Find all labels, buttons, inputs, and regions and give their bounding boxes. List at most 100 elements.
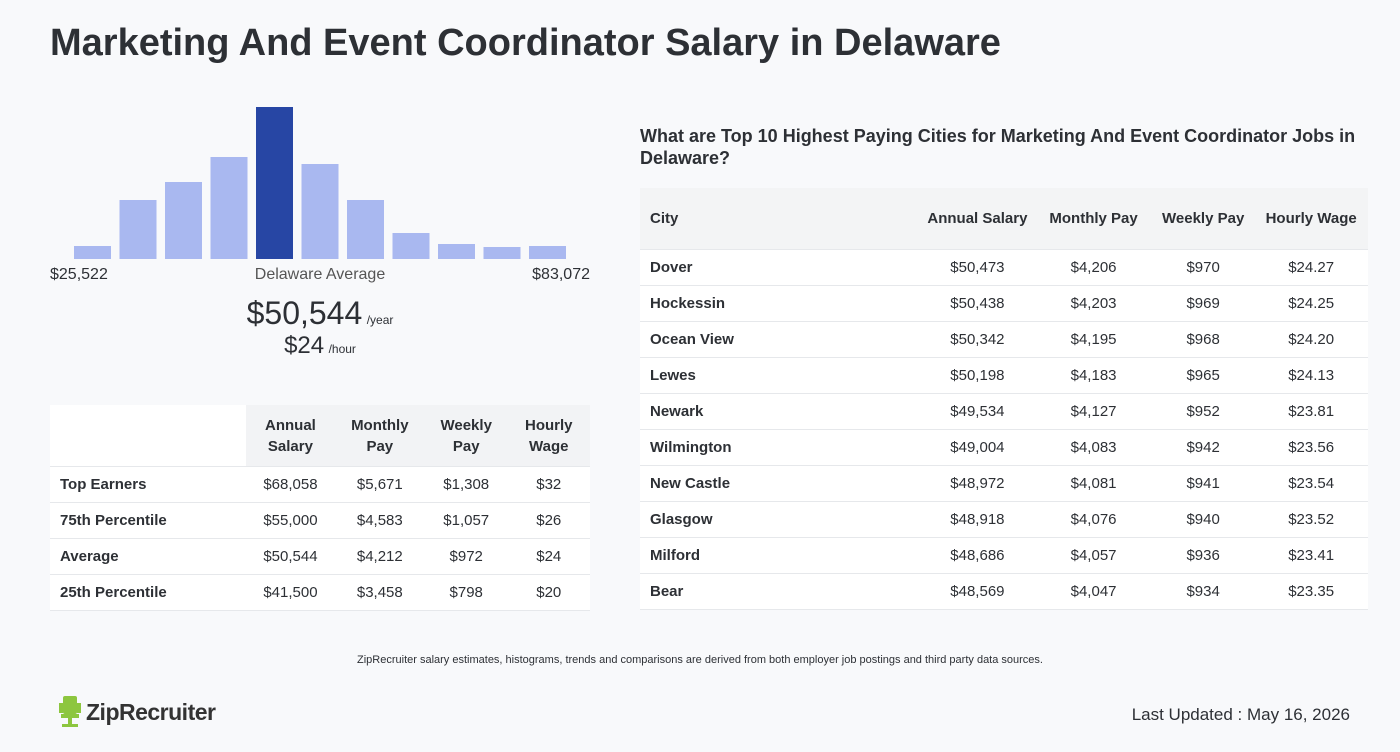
logo-icon	[59, 696, 81, 727]
cell: $969	[1152, 285, 1255, 322]
header-cell	[50, 405, 247, 467]
header-cell: Weekly Pay	[424, 405, 508, 467]
cell: $24.27	[1254, 249, 1368, 286]
histogram	[74, 107, 566, 259]
cell: $55,000	[246, 502, 335, 539]
cell: $968	[1152, 321, 1255, 358]
cities-title: What are Top 10 Highest Paying Cities fo…	[640, 126, 1356, 168]
table-row: New Castle $48,972 $4,081 $941 $23.54	[640, 465, 1368, 502]
table-row: Dover $50,473 $4,206 $970 $24.27	[640, 249, 1368, 286]
row-label: Glasgow	[640, 501, 920, 538]
cell: $940	[1152, 501, 1255, 538]
header-row: City Annual Salary Monthly Pay Weekly Pay Ho…	[640, 188, 1368, 250]
cell: $936	[1152, 537, 1255, 574]
cell: $798	[424, 574, 508, 611]
table-row: Hockessin $50,438 $4,203 $969 $24.25	[640, 285, 1368, 322]
cell: $49,534	[919, 393, 1036, 430]
footnote: ZipRecruiter salary estimates, histogram…	[357, 654, 1043, 666]
row-label: Dover	[640, 249, 920, 286]
cell: $4,047	[1035, 573, 1152, 610]
header-cell: Annual Salary	[919, 188, 1036, 250]
histogram-bar	[301, 164, 339, 259]
histogram-bar	[529, 246, 566, 259]
table-row: Glasgow $48,918 $4,076 $940 $23.52	[640, 501, 1368, 538]
cell: $941	[1152, 465, 1255, 502]
cell: $934	[1152, 573, 1255, 610]
cell: $26	[507, 502, 590, 539]
histogram-bar	[165, 182, 202, 259]
header-cell: Monthly Pay	[334, 405, 425, 467]
cell: $972	[424, 538, 508, 575]
cell: $50,342	[919, 321, 1036, 358]
row-label: Newark	[640, 393, 920, 430]
cell: $24.20	[1254, 321, 1368, 358]
cell: $24.13	[1254, 357, 1368, 394]
row-label: Lewes	[640, 357, 920, 394]
table-row: 75th Percentile $55,000 $4,583 $1,057 $26	[50, 502, 590, 539]
cell: $23.54	[1254, 465, 1368, 502]
row-label: Milford	[640, 537, 920, 574]
hourly-value: $24	[284, 332, 325, 359]
table-row: Bear $48,569 $4,047 $934 $23.35	[640, 573, 1368, 610]
min-label: $25,522	[50, 266, 108, 283]
cell: $4,183	[1035, 357, 1152, 394]
header-cell: Hourly Wage	[1254, 188, 1368, 250]
cell: $23.56	[1254, 429, 1368, 466]
header-row: Annual Salary Monthly Pay Weekly Pay Hourly…	[50, 405, 590, 467]
cell: $48,918	[919, 501, 1036, 538]
table-row: Wilmington $49,004 $4,083 $942 $23.56	[640, 429, 1368, 466]
row-label: Ocean View	[640, 321, 920, 358]
cell: $4,206	[1035, 249, 1152, 286]
table-row: 25th Percentile $41,500 $3,458 $798 $20	[50, 574, 590, 611]
cell: $4,076	[1035, 501, 1152, 538]
header-cell: City	[640, 188, 920, 250]
header-cell: Hourly Wage	[507, 405, 590, 467]
table-row: Lewes $50,198 $4,183 $965 $24.13	[640, 357, 1368, 394]
table-row: Top Earners $68,058 $5,671 $1,308 $32	[50, 466, 590, 503]
annual-unit: /year	[366, 313, 394, 327]
row-label: 25th Percentile	[50, 574, 247, 611]
table-row: Ocean View $50,342 $4,195 $968 $24.20	[640, 321, 1368, 358]
cell: $32	[507, 466, 590, 503]
annual-value: $50,544	[246, 295, 363, 331]
cell: $23.35	[1254, 573, 1368, 610]
table-row: Newark $49,534 $4,127 $952 $23.81	[640, 393, 1368, 430]
cell: $965	[1152, 357, 1255, 394]
header-cell: Weekly Pay	[1152, 188, 1255, 250]
cell: $942	[1152, 429, 1255, 466]
cell: $24.25	[1254, 285, 1368, 322]
page-title: Marketing And Event Coordinator Salary i…	[50, 22, 1001, 64]
cell: $5,671	[334, 466, 425, 503]
logo-text: ZipRecruiter	[86, 699, 216, 725]
cell: $970	[1152, 249, 1255, 286]
hourly-average: $24 /hour	[0, 332, 640, 360]
table-row: Milford $48,686 $4,057 $936 $23.41	[640, 537, 1368, 574]
histogram-bar	[119, 200, 157, 259]
header-cell: Monthly Pay	[1035, 188, 1152, 250]
last-updated: Last Updated : May 16, 2026	[1131, 705, 1350, 724]
cell: $48,686	[919, 537, 1036, 574]
cell: $50,198	[919, 357, 1036, 394]
row-label: Hockessin	[640, 285, 920, 322]
row-label: Wilmington	[640, 429, 920, 466]
summary-table: Annual Salary Monthly Pay Weekly Pay Hourly…	[50, 405, 590, 611]
cell: $48,972	[919, 465, 1036, 502]
cell: $3,458	[334, 574, 425, 611]
cities-table: City Annual Salary Monthly Pay Weekly Pay Ho…	[640, 188, 1368, 610]
cell: $20	[507, 574, 590, 611]
row-label: Average	[50, 538, 247, 575]
cell: $41,500	[246, 574, 335, 611]
center-label: Delaware Average	[254, 266, 386, 283]
cell: $68,058	[246, 466, 335, 503]
histogram-bar	[483, 247, 521, 259]
cell: $50,544	[246, 538, 335, 575]
histogram-bar	[74, 246, 111, 259]
cell: $1,057	[424, 502, 508, 539]
row-label: New Castle	[640, 465, 920, 502]
cell: $4,083	[1035, 429, 1152, 466]
cell: $1,308	[424, 466, 508, 503]
cell: $4,195	[1035, 321, 1152, 358]
row-label: Bear	[640, 573, 920, 610]
cell: $952	[1152, 393, 1255, 430]
cell: $23.52	[1254, 501, 1368, 538]
